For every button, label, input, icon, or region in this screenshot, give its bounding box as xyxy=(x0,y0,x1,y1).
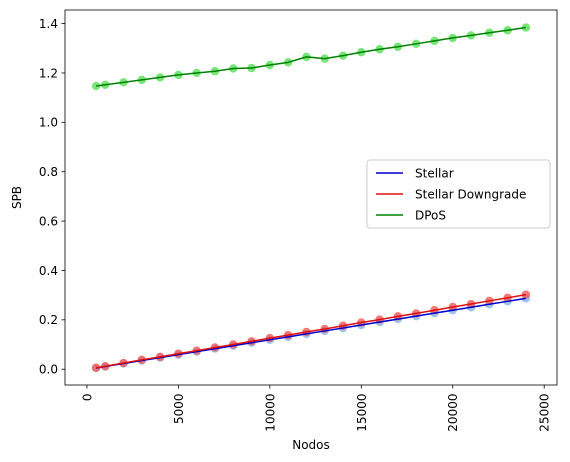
y-tick-label: 1.4 xyxy=(39,17,58,31)
legend-label: DPoS xyxy=(415,208,446,222)
x-tick-label: 25000 xyxy=(538,394,552,432)
plot-area-frame xyxy=(64,9,558,386)
x-tick-label: 10000 xyxy=(263,394,277,432)
y-tick-label: 0.0 xyxy=(39,363,58,377)
legend-label: Stellar xyxy=(415,166,454,180)
series-line xyxy=(95,293,527,369)
x-tick-label: 0 xyxy=(80,394,94,402)
x-tick-label: 15000 xyxy=(355,394,369,432)
y-axis-label: SPB xyxy=(10,186,24,209)
y-tick-label: 0.6 xyxy=(39,214,58,228)
legend-box xyxy=(366,159,551,229)
y-axis-ticks: 0.0 0.2 0.4 0.6 0.8 1.0 1.2 1.4 xyxy=(39,17,65,377)
x-tick-label: 5000 xyxy=(172,394,186,425)
legend: Stellar Stellar Downgrade DPoS xyxy=(366,159,551,229)
y-tick-label: 0.2 xyxy=(39,313,58,327)
x-tick-label: 20000 xyxy=(446,394,460,432)
y-tick-label: 1.0 xyxy=(39,116,58,130)
y-tick-label: 1.2 xyxy=(39,66,58,80)
legend-label: Stellar Downgrade xyxy=(415,187,526,201)
data-point xyxy=(91,81,101,91)
y-tick-label: 0.8 xyxy=(39,165,58,179)
series-line xyxy=(95,26,527,87)
x-axis-ticks: 0 5000 10000 15000 20000 25000 xyxy=(80,385,552,432)
y-tick-label: 0.4 xyxy=(39,264,58,278)
lines-layer xyxy=(95,26,527,369)
x-axis-label: Nodos xyxy=(292,438,330,452)
